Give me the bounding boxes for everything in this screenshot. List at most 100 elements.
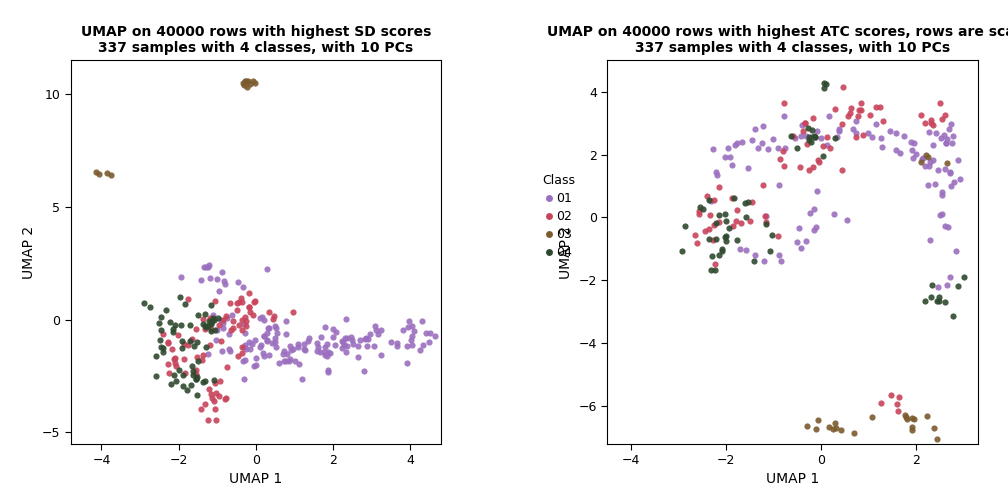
Point [230, 278, 246, 286]
Point [406, 327, 422, 335]
Point [241, 289, 257, 297]
Point [929, 166, 946, 174]
Point [182, 336, 199, 344]
Point [203, 301, 219, 309]
Point [264, 339, 280, 347]
Point [711, 218, 727, 226]
Point [914, 155, 930, 163]
Point [711, 251, 727, 259]
Point [801, 166, 817, 174]
Point [338, 348, 354, 356]
Point [234, 326, 250, 334]
Point [208, 415, 224, 423]
Point [403, 341, 419, 349]
Point [201, 350, 217, 358]
Point [268, 343, 284, 351]
Point [946, 178, 962, 186]
Point [148, 371, 164, 380]
Point [276, 357, 292, 365]
Point [238, 317, 254, 325]
Point [827, 418, 843, 426]
Point [171, 366, 187, 374]
Point [799, 422, 815, 430]
Point [187, 375, 204, 383]
Point [941, 273, 958, 281]
Point [850, 111, 866, 119]
Point [834, 120, 850, 128]
Point [182, 321, 199, 329]
Point [151, 319, 167, 327]
Point [267, 334, 283, 342]
Point [162, 380, 178, 388]
Point [706, 221, 722, 229]
Point [195, 377, 211, 386]
Point [271, 359, 287, 367]
Point [359, 342, 375, 350]
Point [701, 225, 717, 233]
Point [336, 341, 352, 349]
Point [841, 112, 857, 120]
Point [259, 330, 275, 338]
Point [415, 341, 431, 349]
Point [810, 416, 827, 424]
Point [358, 335, 374, 343]
Point [873, 399, 889, 407]
Point [329, 328, 345, 336]
Point [247, 79, 263, 87]
Point [210, 326, 226, 334]
Point [226, 317, 242, 325]
Point [853, 106, 869, 114]
Point [948, 247, 964, 255]
Point [179, 295, 196, 303]
Point [153, 313, 169, 322]
Point [360, 335, 376, 343]
Point [740, 198, 756, 206]
Point [882, 127, 898, 135]
Point [765, 135, 781, 143]
Point [941, 168, 958, 176]
Point [401, 317, 417, 325]
Point [906, 139, 922, 147]
Point [203, 320, 219, 328]
Point [918, 412, 934, 420]
Point [203, 317, 219, 325]
Point [261, 308, 277, 316]
Point [883, 391, 899, 399]
Point [794, 121, 810, 129]
Point [166, 359, 182, 367]
Point [309, 347, 326, 355]
Point [160, 339, 176, 347]
Point [792, 163, 808, 171]
Point [205, 316, 221, 324]
Point [248, 361, 264, 369]
Point [937, 139, 954, 147]
Point [278, 330, 294, 338]
Point [916, 162, 932, 170]
Point [287, 357, 303, 365]
Point [776, 162, 792, 170]
Point [777, 144, 793, 152]
Point [320, 348, 336, 356]
Point [160, 338, 176, 346]
Point [942, 168, 959, 176]
Point [822, 145, 838, 153]
Point [207, 379, 223, 387]
Point [153, 343, 169, 351]
Point [366, 342, 382, 350]
Point [714, 247, 730, 256]
Point [733, 219, 749, 227]
Point [319, 352, 335, 360]
Point [404, 322, 420, 330]
Point [873, 135, 889, 143]
Point [239, 78, 255, 86]
Point [172, 273, 188, 281]
Point [722, 224, 738, 232]
Point [935, 131, 952, 139]
Point [932, 135, 949, 143]
Point [813, 134, 830, 142]
Point [231, 298, 247, 306]
Point [231, 321, 247, 329]
Point [932, 211, 949, 219]
Point [213, 377, 229, 386]
Point [350, 353, 366, 361]
